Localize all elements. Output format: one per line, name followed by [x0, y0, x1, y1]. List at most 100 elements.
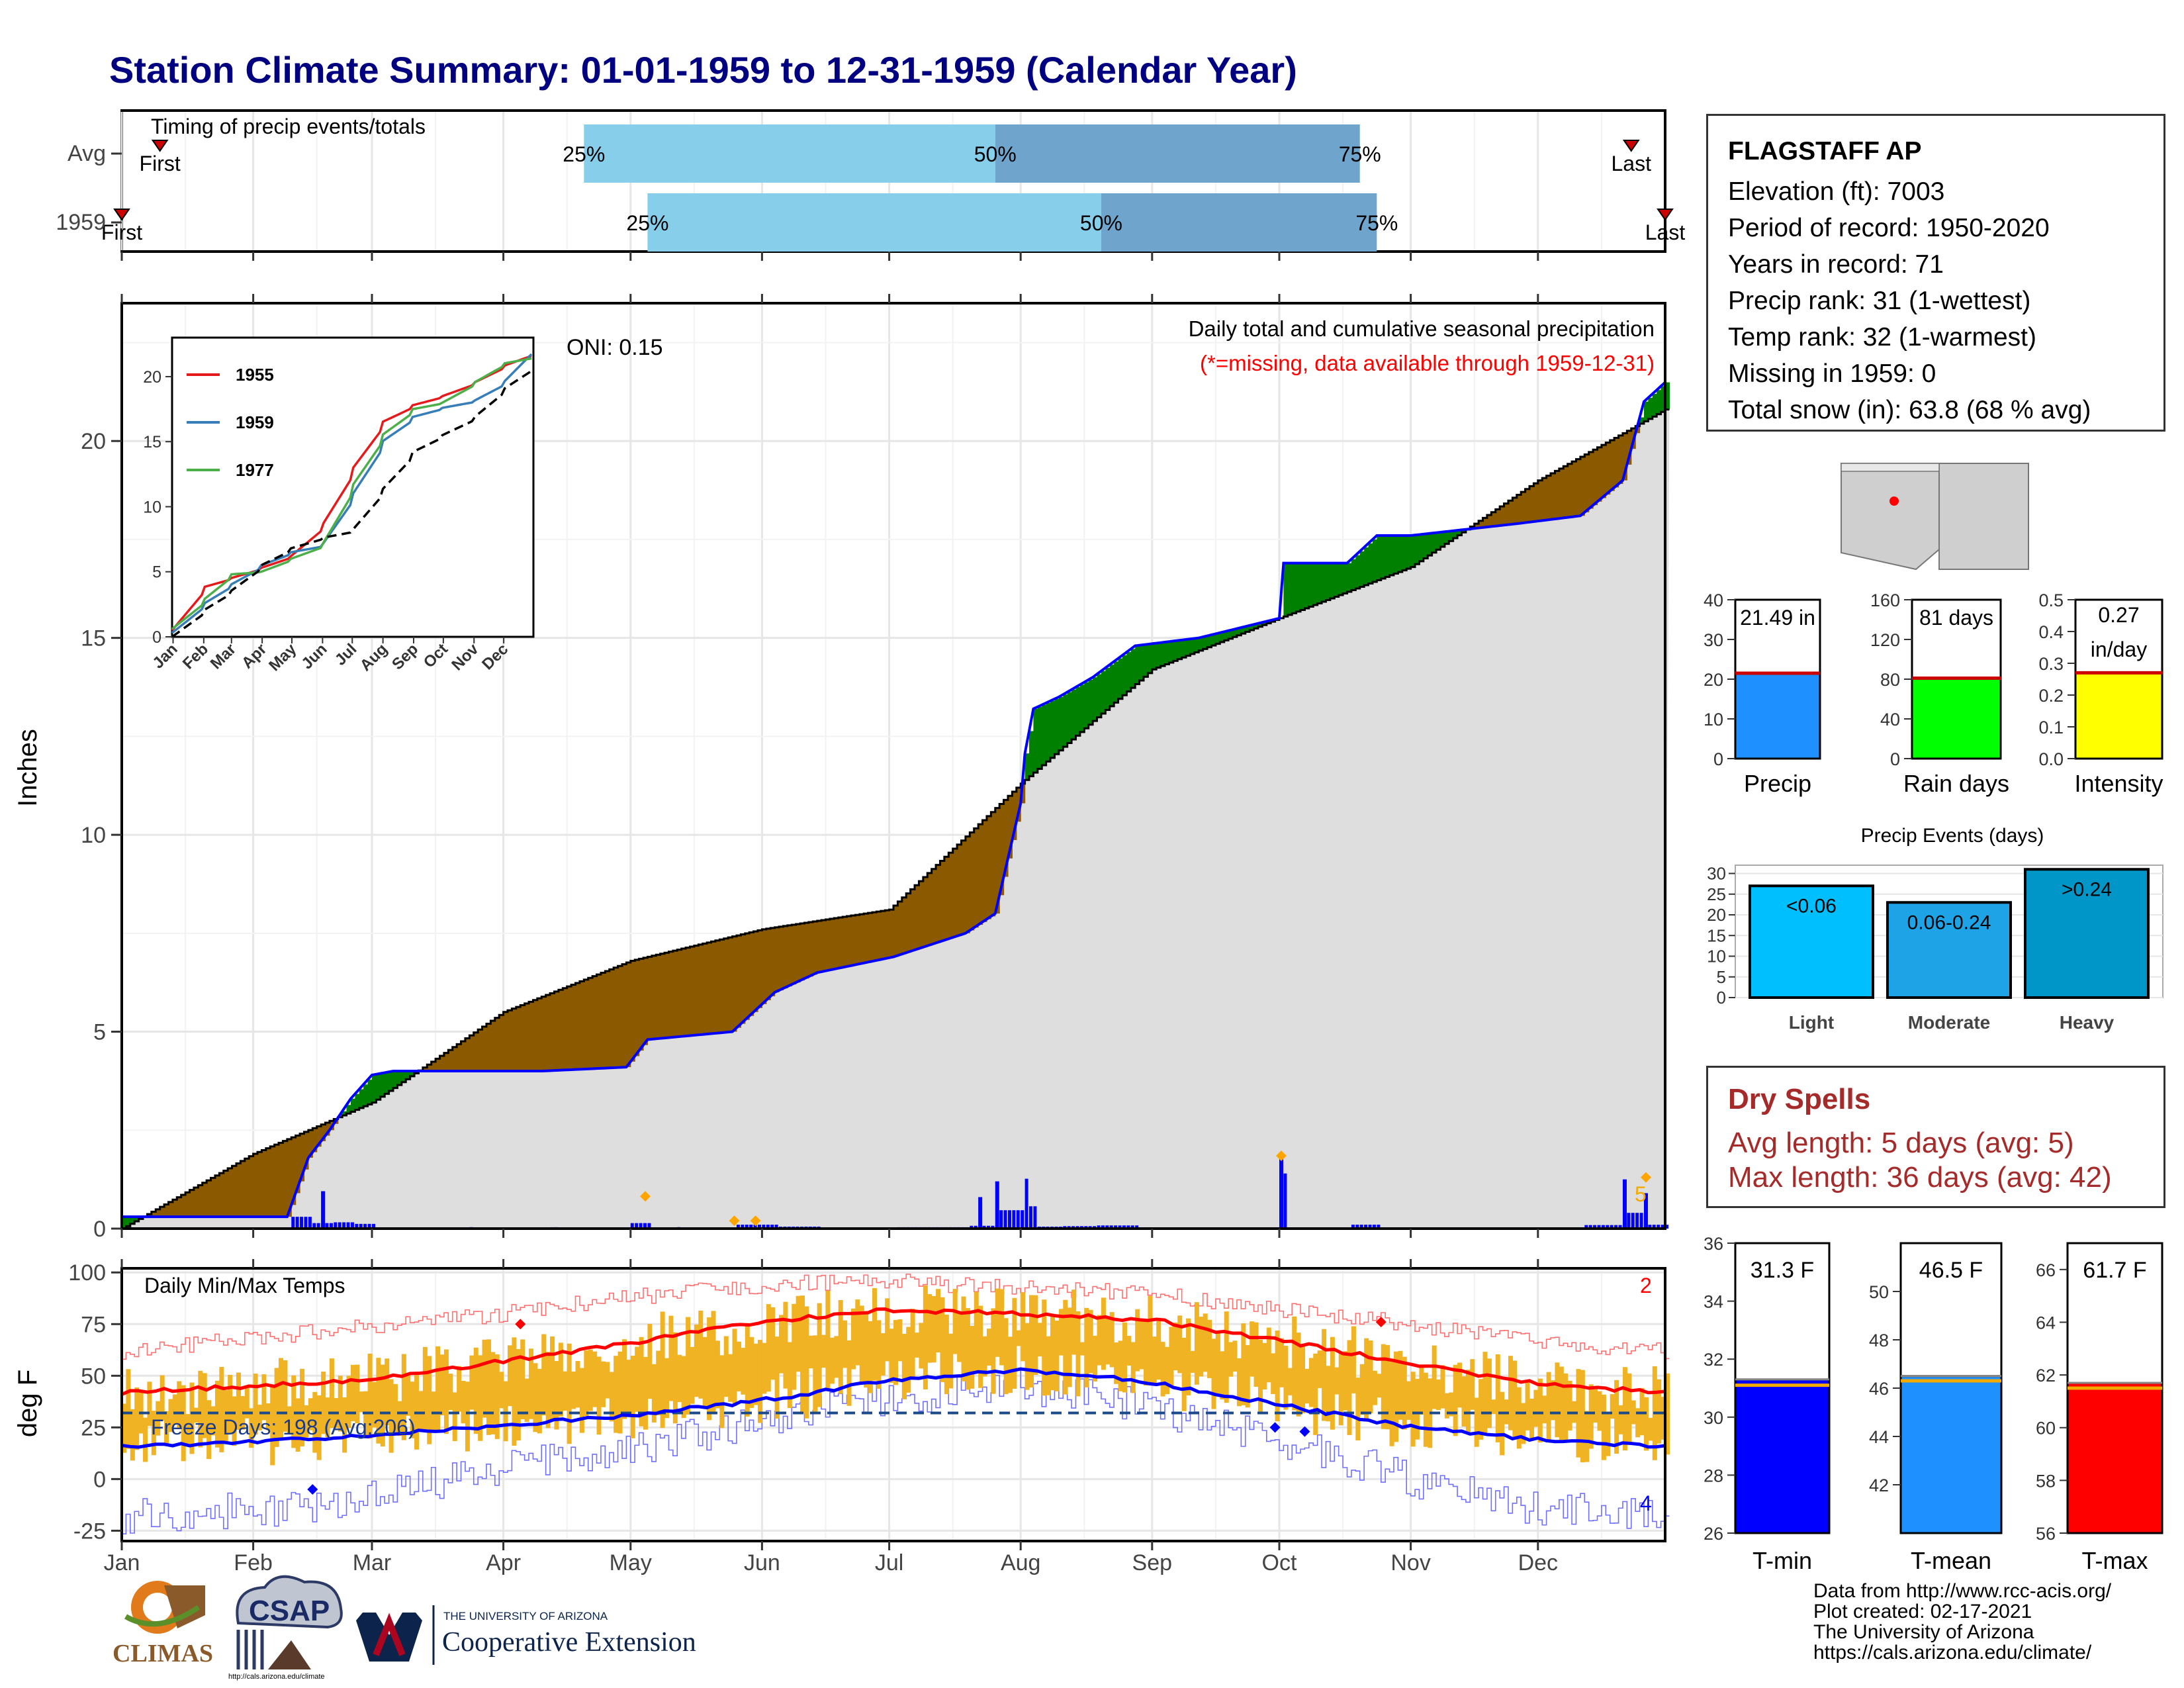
below-avg-area	[596, 974, 602, 1069]
daily-precip-bar	[982, 1225, 986, 1229]
above-avg-area	[126, 1217, 131, 1227]
below-avg-area	[443, 1053, 449, 1072]
snow-marker	[729, 1215, 740, 1227]
daily-precip-bar	[749, 1225, 753, 1229]
daily-temp-bar	[232, 1396, 237, 1446]
daily-precip-bar	[1114, 1225, 1118, 1229]
above-avg-area	[1436, 532, 1441, 550]
temp-gauge-tick-label: 48	[1869, 1331, 1889, 1350]
daily-temp-bar	[698, 1310, 704, 1399]
daily-precip-bar	[367, 1223, 371, 1229]
dry-spells-max: Max length: 36 days (avg: 42)	[1728, 1161, 2112, 1194]
daily-temp-bar	[529, 1348, 534, 1419]
precip-right-count: 5	[1635, 1182, 1647, 1206]
daily-temp-bar	[660, 1311, 665, 1429]
daily-temp-bar	[410, 1382, 415, 1438]
daily-temp-bar	[342, 1397, 347, 1453]
below-avg-area	[698, 944, 704, 1035]
above-avg-area	[1330, 563, 1335, 598]
gauge-tick-label: 30	[1704, 630, 1723, 650]
gauge-tick-label: 0.2	[2038, 686, 2064, 706]
above-avg-area	[1148, 644, 1153, 673]
temp-gauge-tick-label: 42	[1869, 1476, 1889, 1495]
daily-temp-bar	[388, 1379, 394, 1453]
daily-temp-bar	[1220, 1351, 1225, 1400]
above-avg-area	[1203, 637, 1208, 649]
daily-temp-bar	[159, 1375, 165, 1421]
daily-temp-bar	[1152, 1336, 1157, 1383]
station-missing: Missing in 1959: 0	[1728, 359, 1936, 388]
daily-temp-bar	[300, 1368, 305, 1447]
daily-temp-bar	[753, 1343, 758, 1405]
daily-temp-bar	[1283, 1346, 1289, 1410]
daily-precip-bar	[1368, 1225, 1372, 1229]
events-tick-label: 20	[1707, 905, 1726, 925]
below-avg-area	[516, 1007, 521, 1072]
below-avg-area	[872, 912, 877, 962]
daily-temp-bar	[1215, 1331, 1220, 1395]
daily-precip-bar	[1588, 1225, 1592, 1229]
daily-temp-bar	[1114, 1342, 1119, 1384]
timing-marker	[113, 209, 130, 221]
daily-temp-bar	[312, 1391, 318, 1453]
below-avg-area	[312, 1128, 318, 1152]
daily-precip-bar	[1024, 1178, 1028, 1229]
events-bar-label: Heavy	[2060, 1012, 2115, 1033]
below-avg-area	[621, 964, 627, 1068]
temperature-gauges: 26 28 30 32 34 36 31.3 F T-min 42 44 46 48 50 46.5 F T…	[1704, 1234, 2163, 1574]
daily-precip-bar	[329, 1223, 333, 1229]
gauge-tick-label: 0.0	[2038, 749, 2064, 769]
daily-temp-bar	[630, 1356, 635, 1438]
daily-temp-bar	[757, 1340, 762, 1423]
daily-precip-bar	[999, 1210, 1003, 1229]
below-avg-area	[486, 1023, 491, 1072]
daily-precip-bar	[745, 1225, 749, 1229]
above-avg-area	[1415, 535, 1420, 565]
daily-temp-bar	[745, 1323, 750, 1417]
timing-marker	[1622, 140, 1640, 152]
inset-y-tick-label: 10	[143, 498, 161, 516]
below-avg-area	[431, 1061, 436, 1072]
inset-y-tick-label: 0	[152, 628, 161, 647]
daily-temp-bar	[1402, 1356, 1407, 1430]
below-avg-area	[681, 949, 686, 1037]
above-avg-area	[1639, 417, 1645, 424]
daily-temp-bar	[1271, 1353, 1276, 1394]
above-avg-area	[1308, 563, 1314, 607]
events-tick-label: 0	[1717, 988, 1726, 1008]
record-low-marker	[1269, 1422, 1281, 1433]
daily-temp-bar	[1199, 1317, 1204, 1377]
daily-temp-bar	[1266, 1327, 1271, 1383]
below-avg-area	[270, 1146, 275, 1217]
daily-temp-bar	[1317, 1350, 1322, 1388]
below-avg-area	[1542, 478, 1547, 521]
below-avg-area	[770, 927, 776, 997]
daily-precip-bar	[1657, 1225, 1661, 1229]
above-avg-area	[1317, 563, 1322, 604]
above-avg-area	[1440, 532, 1445, 547]
above-avg-area	[1071, 689, 1077, 739]
above-avg-area	[1372, 539, 1377, 583]
daily-temp-bar	[537, 1369, 542, 1434]
below-avg-area	[473, 1032, 478, 1072]
below-avg-area	[554, 991, 559, 1071]
daily-temp-bar	[1423, 1372, 1428, 1447]
daily-temp-bar	[1457, 1362, 1463, 1408]
daily-temp-bar	[1368, 1340, 1373, 1413]
daily-precip-bar	[1016, 1210, 1020, 1229]
above-avg-area	[1079, 684, 1085, 732]
daily-temp-bar	[1622, 1367, 1627, 1451]
below-avg-area	[986, 816, 991, 919]
above-avg-area	[1181, 639, 1187, 658]
daily-temp-bar	[550, 1336, 555, 1420]
daily-precip-bar	[355, 1223, 359, 1229]
above-avg-area	[380, 1073, 385, 1097]
daily-temp-bar	[545, 1352, 551, 1429]
below-avg-area	[694, 945, 699, 1035]
daily-temp-bar	[210, 1406, 216, 1436]
daily-temp-bar	[1118, 1340, 1123, 1391]
daily-temp-bar	[482, 1339, 487, 1418]
daily-temp-bar	[915, 1333, 920, 1358]
daily-temp-bar	[813, 1335, 818, 1413]
precip-ylabel: Inches	[13, 729, 42, 807]
